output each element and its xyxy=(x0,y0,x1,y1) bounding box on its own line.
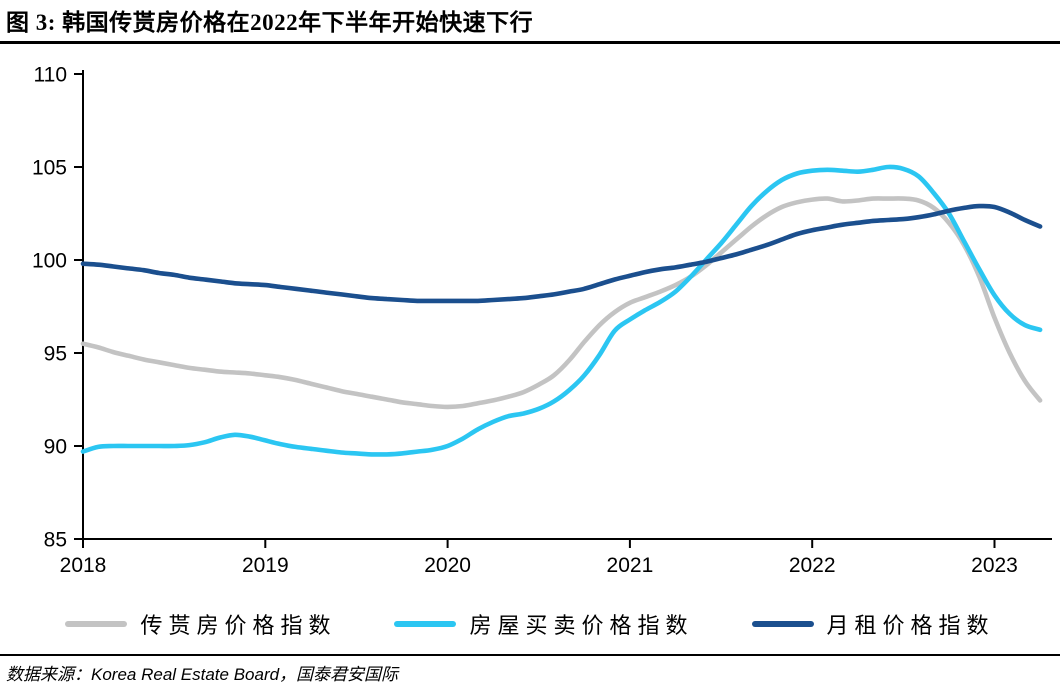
y-tick-label: 85 xyxy=(44,529,67,552)
x-tick-label: 2023 xyxy=(971,554,1018,577)
series-line-jeonse xyxy=(80,196,1043,410)
x-tick-label: 2020 xyxy=(424,554,471,577)
source-note: 数据来源：Korea Real Estate Board，国泰君安国际 xyxy=(6,665,399,684)
legend-label-sale: 房屋买卖价格指数 xyxy=(469,613,694,638)
axes xyxy=(74,70,1052,548)
x-tick-label: 2018 xyxy=(60,554,107,577)
rent-line-swatch xyxy=(751,621,814,627)
price-index-line-chart: 85 90 95 100 105 110 2018 2019 2020 2021 2022 2023 xyxy=(32,64,1052,578)
chart-legend: 传贳房价格指数 房屋买卖价格指数 月租价格指数 xyxy=(0,602,1060,646)
source-note-row: 数据来源：Korea Real Estate Board，国泰君安国际 xyxy=(0,654,1060,685)
y-tick-label: 95 xyxy=(44,343,67,366)
legend-item-sale: 房屋买卖价格指数 xyxy=(394,608,693,640)
series-line-rent xyxy=(80,203,1043,304)
y-tick-label: 90 xyxy=(44,436,67,459)
sale-line-swatch xyxy=(394,621,457,627)
legend-item-jeonse: 传贳房价格指数 xyxy=(65,608,336,640)
y-tick-label: 100 xyxy=(32,250,67,273)
x-tick-label: 2021 xyxy=(607,554,654,577)
y-tick-label: 110 xyxy=(34,64,67,87)
jeonse-line-swatch xyxy=(65,621,128,627)
x-tick-label: 2022 xyxy=(789,554,836,577)
chart-area: 85 90 95 100 105 110 2018 2019 2020 2021 2022 2023 xyxy=(0,44,1060,602)
figure-title: 图 3: 韩国传贳房价格在2022年下半年开始快速下行 xyxy=(6,10,534,35)
x-tick-label: 2019 xyxy=(242,554,289,577)
y-tick-label: 105 xyxy=(32,157,67,180)
legend-label-rent: 月租价格指数 xyxy=(826,613,995,638)
axis-tick-labels: 85 90 95 100 105 110 2018 2019 2020 2021 2022 2023 xyxy=(32,64,1018,578)
figure-title-row: 图 3: 韩国传贳房价格在2022年下半年开始快速下行 xyxy=(0,0,1060,44)
legend-item-rent: 月租价格指数 xyxy=(751,608,995,640)
legend-label-jeonse: 传贳房价格指数 xyxy=(140,613,337,638)
series-line-sale xyxy=(80,164,1043,457)
